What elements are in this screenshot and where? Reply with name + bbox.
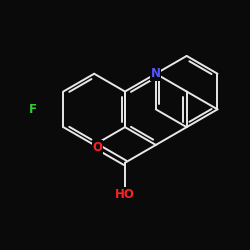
Text: O: O xyxy=(93,140,103,153)
Text: F: F xyxy=(28,103,36,116)
Text: HO: HO xyxy=(115,188,135,200)
Text: N: N xyxy=(151,67,161,80)
